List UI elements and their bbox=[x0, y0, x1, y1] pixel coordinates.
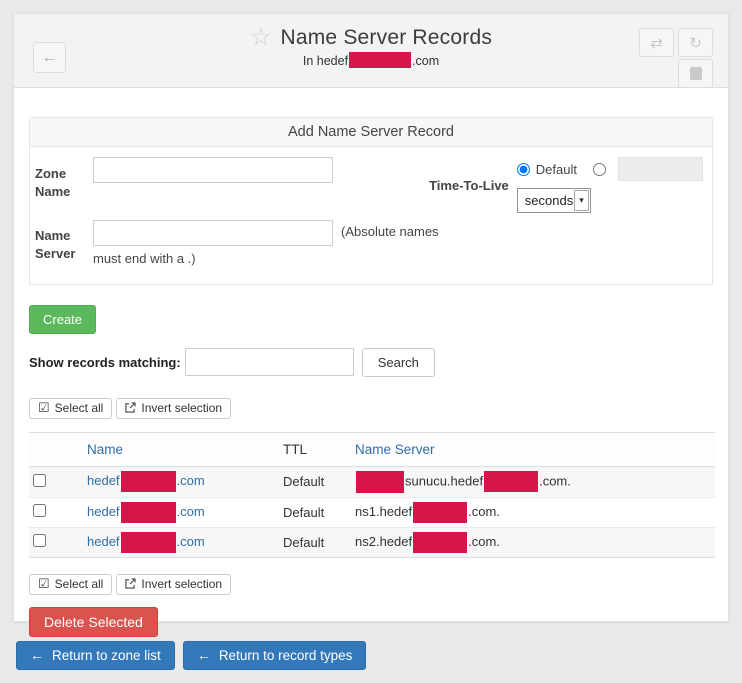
selection-buttons-top: ☑ Select all Invert selection bbox=[29, 397, 713, 419]
records-table: Name TTL Name Server hedef .com Default s… bbox=[29, 431, 715, 558]
return-to-record-types-button[interactable]: ← Return to record types bbox=[182, 641, 367, 670]
table-row: hedef .com Default ns1.hedef .com. bbox=[29, 497, 715, 528]
repeat-icon: ⇄ bbox=[650, 34, 663, 52]
ttl-column-header: TTL bbox=[279, 431, 351, 467]
name-server-label: Name Server bbox=[35, 228, 76, 262]
table-header-row: Name TTL Name Server bbox=[29, 431, 715, 467]
record-name-link[interactable]: hedef .com bbox=[87, 471, 205, 493]
row-checkbox[interactable] bbox=[33, 504, 46, 518]
main-card: ← ☆ Name Server Records In hedef .com ⇄ ↻… bbox=[13, 13, 729, 637]
row-checkbox[interactable] bbox=[33, 473, 46, 487]
search-label: Show records matching: bbox=[29, 354, 181, 370]
favorite-star-icon[interactable]: ☆ bbox=[249, 24, 272, 51]
dropdown-arrow-icon: ▾ bbox=[574, 190, 589, 211]
name-server-row: Name Server (Absolute names must end wit… bbox=[35, 219, 707, 272]
subtitle-suffix: .com bbox=[412, 54, 440, 68]
zone-name-label: Zone Name bbox=[35, 166, 71, 200]
ttl-label: Time-To-Live bbox=[429, 177, 509, 193]
select-all-label: Select all bbox=[54, 400, 104, 415]
invert-selection-icon bbox=[125, 402, 136, 413]
subtitle-prefix: In hedef bbox=[302, 54, 349, 68]
reload-module-button[interactable]: ⇄ bbox=[639, 28, 674, 57]
delete-selected-button[interactable]: Delete Selected bbox=[29, 606, 158, 637]
redacted-text bbox=[120, 471, 176, 493]
title-wrap: ☆ Name Server Records In hedef .com bbox=[14, 14, 728, 68]
row-checkbox[interactable] bbox=[33, 534, 46, 548]
invert-selection-button[interactable]: Invert selection bbox=[116, 397, 232, 419]
ttl-value-input[interactable] bbox=[618, 157, 703, 181]
stop-button[interactable] bbox=[678, 59, 713, 88]
search-row: Show records matching: Search bbox=[29, 347, 713, 377]
select-all-check-icon: ☑ bbox=[38, 400, 50, 416]
return-types-label: Return to record types bbox=[218, 647, 353, 663]
select-all-button[interactable]: ☑ Select all bbox=[29, 397, 113, 419]
record-name-link[interactable]: hedef .com bbox=[87, 501, 205, 523]
ttl-custom-radio[interactable] bbox=[593, 162, 606, 176]
invert-selection-label: Invert selection bbox=[141, 400, 223, 415]
ttl-unit-select[interactable]: seconds ▾ bbox=[516, 188, 591, 213]
record-name-server: ns2.hedef .com. bbox=[351, 527, 715, 558]
redacted-text bbox=[120, 531, 176, 553]
record-ttl: Default bbox=[279, 497, 351, 528]
invert-selection-icon bbox=[125, 578, 136, 589]
page-title: Name Server Records bbox=[280, 26, 493, 49]
left-arrow-icon: ← bbox=[196, 647, 211, 663]
redacted-text bbox=[413, 531, 468, 553]
redacted-text bbox=[484, 471, 539, 493]
back-button[interactable]: ← bbox=[33, 42, 66, 73]
select-all-button[interactable]: ☑ Select all bbox=[29, 573, 113, 595]
footer-buttons: ← Return to zone list ← Return to record… bbox=[16, 641, 367, 670]
page-subtitle: In hedef .com bbox=[14, 52, 728, 68]
back-arrow-icon: ← bbox=[41, 48, 58, 66]
name-server-input[interactable] bbox=[93, 219, 333, 246]
zone-name-row: Zone Name Time-To-Live Default bbox=[35, 157, 707, 213]
name-server-hint: (Absolute names must end with a .) bbox=[93, 224, 439, 266]
record-ttl: Default bbox=[279, 527, 351, 558]
checkbox-column-header bbox=[29, 431, 83, 467]
refresh-icon: ↻ bbox=[689, 34, 702, 52]
name-column-header[interactable]: Name bbox=[83, 431, 279, 467]
ttl-unit-value: seconds bbox=[524, 193, 574, 208]
record-name-server: sunucu.hedef .com. bbox=[351, 466, 715, 498]
select-all-check-icon: ☑ bbox=[38, 576, 50, 592]
create-button[interactable]: Create bbox=[29, 304, 97, 334]
redacted-text bbox=[120, 501, 176, 523]
refresh-button[interactable]: ↻ bbox=[678, 28, 713, 57]
name-server-column-header[interactable]: Name Server bbox=[351, 431, 715, 467]
record-ttl: Default bbox=[279, 466, 351, 498]
record-name-server: ns1.hedef .com. bbox=[351, 497, 715, 528]
stop-icon bbox=[689, 67, 702, 80]
redacted-text bbox=[413, 501, 468, 523]
select-all-label: Select all bbox=[54, 576, 104, 591]
ttl-default-radio[interactable] bbox=[516, 162, 530, 176]
redacted-domain bbox=[349, 52, 412, 68]
invert-selection-button[interactable]: Invert selection bbox=[116, 573, 232, 595]
ttl-default-label: Default bbox=[535, 161, 577, 177]
add-record-panel: Add Name Server Record Zone Name Time-To… bbox=[29, 117, 713, 285]
search-button[interactable]: Search bbox=[361, 347, 435, 377]
table-row: hedef .com Default ns2.hedef .com. bbox=[29, 527, 715, 558]
table-row: hedef .com Default sunucu.hedef .com. bbox=[29, 466, 715, 498]
return-to-zone-list-button[interactable]: ← Return to zone list bbox=[16, 641, 175, 670]
return-zone-label: Return to zone list bbox=[52, 647, 161, 663]
invert-selection-label: Invert selection bbox=[141, 576, 223, 591]
zone-name-input[interactable] bbox=[93, 157, 333, 183]
selection-buttons-bottom: ☑ Select all Invert selection bbox=[29, 573, 713, 595]
record-name-link[interactable]: hedef .com bbox=[87, 531, 205, 553]
ttl-group: Time-To-Live Default seconds ▾ bbox=[429, 157, 707, 213]
page-header: ← ☆ Name Server Records In hedef .com ⇄ ↻ bbox=[14, 14, 728, 88]
redacted-text bbox=[356, 470, 404, 493]
left-arrow-icon: ← bbox=[30, 647, 44, 663]
search-input[interactable] bbox=[184, 348, 354, 377]
add-record-heading: Add Name Server Record bbox=[30, 118, 712, 147]
page-body: Add Name Server Record Zone Name Time-To… bbox=[14, 88, 728, 637]
